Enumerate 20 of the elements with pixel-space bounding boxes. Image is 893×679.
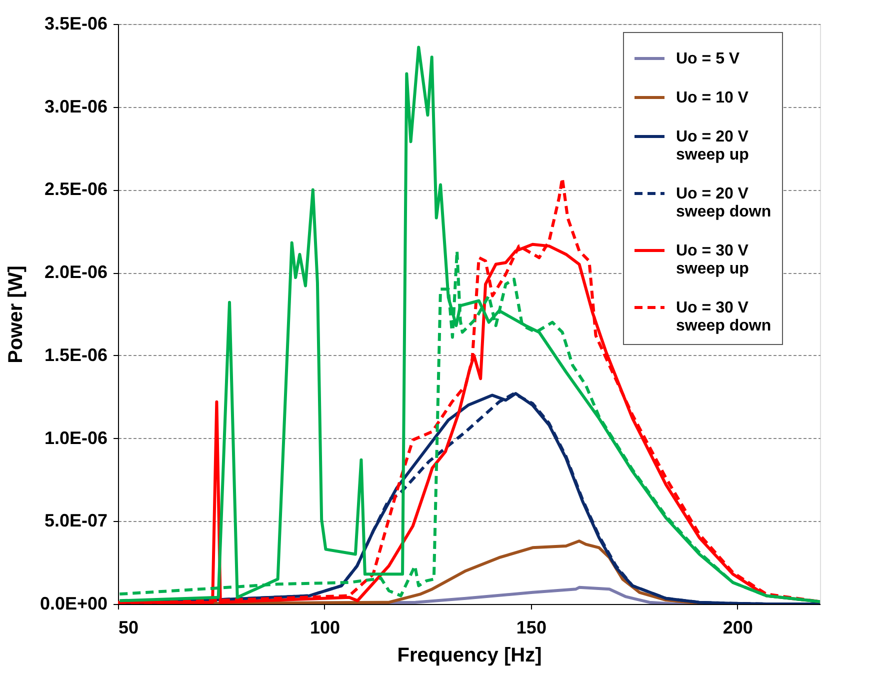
legend-label: Uo = 5 V <box>676 50 740 68</box>
x-tick-label: 150 <box>516 618 546 638</box>
y-tick-label: 1.0E-06 <box>44 428 108 448</box>
y-tick-label: 3.0E-06 <box>44 96 108 116</box>
y-tick-label: 0.0E+00 <box>40 594 108 614</box>
y-tick-label: 2.5E-06 <box>44 179 108 200</box>
x-tick-label: 200 <box>722 618 753 638</box>
legend-label: Uo = 30 V sweep up <box>676 242 750 278</box>
legend-label: Uo = 10 V <box>676 90 749 106</box>
y-axis-title: Power [W] <box>4 266 27 364</box>
legend-label: Uo = 20 V sweep up <box>676 128 750 164</box>
x-tick-label: 50 <box>118 618 139 638</box>
y-tick-label: 1.5E-06 <box>44 344 108 365</box>
y-tick-label: 2.0E-06 <box>44 262 108 282</box>
y-tick-label: 3.5E-06 <box>44 14 108 34</box>
y-tick-label: 5.0E-07 <box>44 510 108 531</box>
legend-label: Uo = 30 V sweep down <box>676 300 772 334</box>
x-tick-label: 100 <box>310 618 340 638</box>
legend-label: Uo = 20 V sweep down <box>676 186 772 220</box>
x-axis-title: Frequency [Hz] <box>397 644 542 666</box>
